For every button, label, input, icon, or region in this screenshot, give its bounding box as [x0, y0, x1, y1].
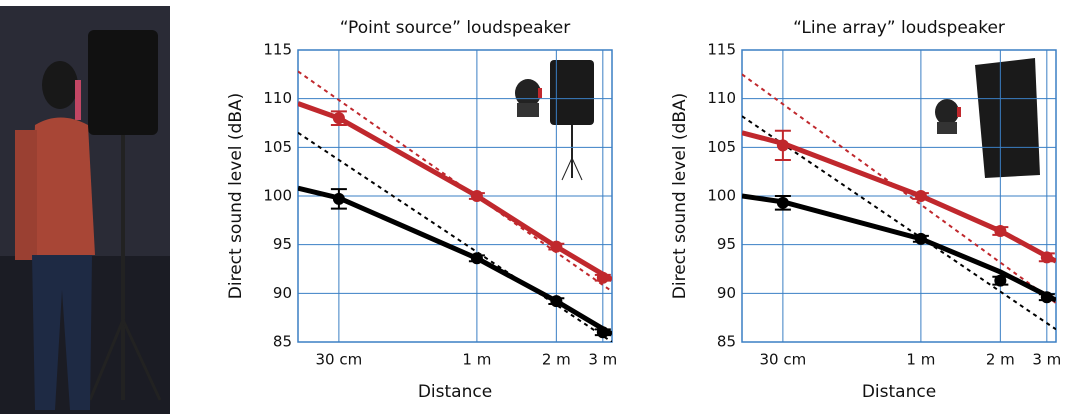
fit-curve	[298, 185, 612, 337]
error-bar	[594, 273, 611, 282]
trend-line	[298, 131, 612, 342]
y-tick-label: 90	[717, 284, 736, 302]
error-bar	[468, 254, 485, 263]
y-tick-label: 110	[263, 89, 292, 107]
y-tick-label: 115	[707, 41, 736, 59]
x-tick-label: 3 m	[588, 351, 617, 369]
error-bar	[548, 242, 565, 251]
y-axis-label: Direct sound level (dBA)	[670, 93, 690, 299]
y-axis-label: Direct sound level (dBA)	[226, 93, 246, 299]
x-axis-label: Distance	[418, 382, 492, 402]
x-tick-label: 2 m	[542, 351, 571, 369]
y-tick-label: 90	[273, 284, 292, 302]
y-tick-label: 100	[707, 187, 736, 205]
y-tick-label: 105	[707, 138, 736, 156]
chart-title: “Line array” loudspeaker	[793, 18, 1005, 38]
y-tick-label: 100	[263, 187, 292, 205]
error-bar	[1038, 293, 1055, 302]
x-axis-label: Distance	[862, 382, 936, 402]
x-tick-label: 3 m	[1032, 351, 1061, 369]
error-bar	[594, 328, 611, 337]
x-tick-label: 1 m	[462, 351, 491, 369]
y-tick-label: 110	[707, 89, 736, 107]
y-tick-label: 115	[263, 41, 292, 59]
error-bar	[774, 129, 791, 161]
x-tick-label: 2 m	[986, 351, 1015, 369]
inset-icons	[515, 58, 1040, 181]
fit-curve	[298, 101, 612, 282]
error-bar	[992, 226, 1009, 236]
photo	[0, 6, 170, 414]
y-tick-label: 95	[717, 235, 736, 253]
error-bar	[992, 275, 1009, 286]
error-bar	[468, 192, 485, 200]
error-bar	[774, 195, 791, 211]
y-tick-label: 95	[273, 235, 292, 253]
y-tick-label: 85	[273, 333, 292, 351]
y-tick-label: 85	[717, 333, 736, 351]
chart-title: “Point source” loudspeaker	[340, 18, 570, 38]
error-bar	[548, 297, 565, 306]
fit-curve	[742, 193, 1056, 303]
error-bar	[330, 188, 347, 210]
error-bar	[330, 110, 347, 126]
x-tick-label: 30 cm	[760, 351, 807, 369]
y-tick-label: 105	[263, 138, 292, 156]
x-tick-label: 1 m	[906, 351, 935, 369]
error-bar	[1038, 252, 1055, 263]
x-tick-label: 30 cm	[316, 351, 363, 369]
error-bar	[912, 192, 929, 200]
error-bar	[912, 234, 929, 243]
